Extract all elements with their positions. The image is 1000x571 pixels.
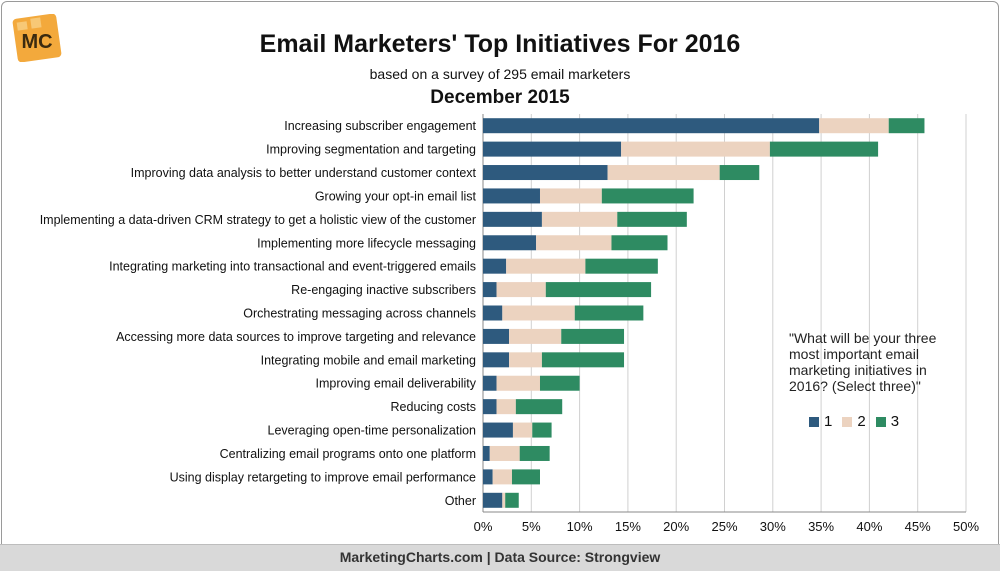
x-tick-label: 15% [615, 519, 641, 534]
x-tick-label: 30% [760, 519, 786, 534]
marketingcharts-logo: MC [12, 14, 62, 62]
bar-segment-series-3 [505, 492, 519, 508]
bar-segment-series-1 [483, 445, 490, 461]
bar-segment-series-3 [545, 282, 652, 298]
bar-segment-series-1 [483, 328, 510, 344]
bar-segment-series-1 [483, 375, 497, 391]
chart-title: Email Marketers' Top Initiatives For 201… [259, 30, 741, 58]
bar-segment-series-2 [496, 375, 540, 391]
legend-item-2: 2 [842, 413, 866, 430]
bar-segment-series-2 [819, 118, 889, 134]
category-label: Using display retargeting to improve ema… [170, 470, 476, 484]
bar-segment-series-2 [496, 282, 546, 298]
bar-segment-series-3 [574, 305, 644, 321]
category-label: Centralizing email programs onto one pla… [220, 447, 476, 461]
bar-segment-series-3 [617, 211, 687, 227]
category-label: Integrating mobile and email marketing [261, 353, 476, 367]
bar-segment-series-2 [607, 165, 720, 181]
category-label: Reducing costs [391, 400, 476, 414]
bar-segment-series-3 [532, 422, 552, 438]
bar-segment-series-1 [483, 305, 503, 321]
bar-segment-series-3 [888, 118, 925, 134]
logo-text: MC [21, 31, 52, 53]
x-tick-label: 10% [567, 519, 593, 534]
category-label: Accessing more data sources to improve t… [116, 330, 476, 344]
chart-date: December 2015 [430, 87, 570, 108]
legend-label-2: 2 [857, 413, 866, 430]
bar-segment-series-3 [515, 399, 563, 415]
bar-segment-series-1 [483, 282, 497, 298]
bar-segment-series-3 [585, 258, 658, 274]
bar-segment-series-1 [483, 492, 503, 508]
bar-segment-series-2 [512, 422, 533, 438]
category-label: Implementing a data-driven CRM strategy … [40, 213, 476, 227]
legend-item-3: 3 [875, 413, 900, 430]
legend-item-1: 1 [809, 413, 832, 430]
bar-segment-series-1 [483, 188, 540, 204]
category-label: Increasing subscriber engagement [284, 119, 476, 133]
bar-segment-series-1 [483, 165, 608, 181]
x-tick-label: 0% [474, 519, 493, 534]
bar-segment-series-1 [483, 258, 507, 274]
survey-question: "What will be your three most important … [789, 330, 937, 394]
bar-segment-series-2 [502, 305, 575, 321]
bar-segment-series-2 [502, 492, 506, 508]
x-tick-label: 20% [663, 519, 689, 534]
bar-segment-series-2 [539, 188, 602, 204]
category-label: Improving data analysis to better unders… [131, 166, 477, 180]
x-tick-label: 25% [711, 519, 737, 534]
category-label: Re-engaging inactive subscribers [291, 283, 476, 297]
bar-segment-series-1 [483, 469, 493, 485]
stacked-bar-chart: 0% 5% 10% 15% 20% 25% 30% 35% 40% 45% 50% Increasin… [40, 114, 979, 534]
x-tick-label: 40% [856, 519, 882, 534]
bar-segment-series-3 [519, 445, 550, 461]
bar-segment-series-2 [506, 258, 586, 274]
category-label: Improving segmentation and targeting [266, 143, 476, 157]
footer-source: MarketingCharts.com | Data Source: Stron… [0, 544, 1000, 571]
bar-segment-series-2 [621, 141, 770, 157]
bar-segment-series-3 [769, 141, 879, 157]
bar-segment-series-3 [541, 352, 625, 368]
bar-segment-series-1 [483, 141, 622, 157]
category-label: Improving email deliverability [316, 377, 477, 391]
legend-swatch-3 [875, 416, 886, 427]
bar-segment-series-2 [496, 399, 516, 415]
bar-segment-series-3 [511, 469, 540, 485]
category-label: Integrating marketing into transactional… [109, 260, 476, 274]
bar-segment-series-3 [611, 235, 668, 251]
bar-segment-series-2 [492, 469, 512, 485]
bar-segment-series-3 [539, 375, 580, 391]
category-label: Implementing more lifecycle messaging [257, 236, 476, 250]
category-label: Leveraging open-time personalization [268, 424, 477, 438]
bar-segment-series-2 [536, 235, 612, 251]
bar-segment-series-2 [541, 211, 618, 227]
legend-label-1: 1 [824, 413, 833, 430]
x-tick-label: 45% [905, 519, 931, 534]
bar-segment-series-1 [483, 399, 497, 415]
category-label: Orchestrating messaging across channels [243, 307, 476, 321]
bar-segment-series-1 [483, 352, 510, 368]
legend-swatch-1 [809, 416, 819, 427]
legend-swatch-2 [842, 416, 853, 427]
category-label: Other [445, 494, 476, 508]
bar-segment-series-3 [719, 165, 760, 181]
bar-segment-series-2 [509, 352, 542, 368]
bar-segment-series-1 [483, 422, 513, 438]
bar-segment-series-3 [561, 328, 625, 344]
bar-segment-series-1 [483, 211, 542, 227]
legend: 1 2 3 [809, 413, 909, 430]
chart-subtitle: based on a survey of 295 email marketers [369, 66, 631, 82]
x-tick-label: 5% [522, 519, 541, 534]
bar-segment-series-2 [489, 445, 520, 461]
bar-segment-series-1 [483, 235, 537, 251]
x-tick-label: 35% [808, 519, 834, 534]
bar-segment-series-3 [601, 188, 694, 204]
x-tick-label: 50% [953, 519, 979, 534]
bar-segment-series-2 [509, 328, 562, 344]
legend-label-3: 3 [890, 413, 900, 430]
bar-segment-series-1 [483, 118, 820, 134]
category-label: Growing your opt-in email list [315, 189, 477, 203]
